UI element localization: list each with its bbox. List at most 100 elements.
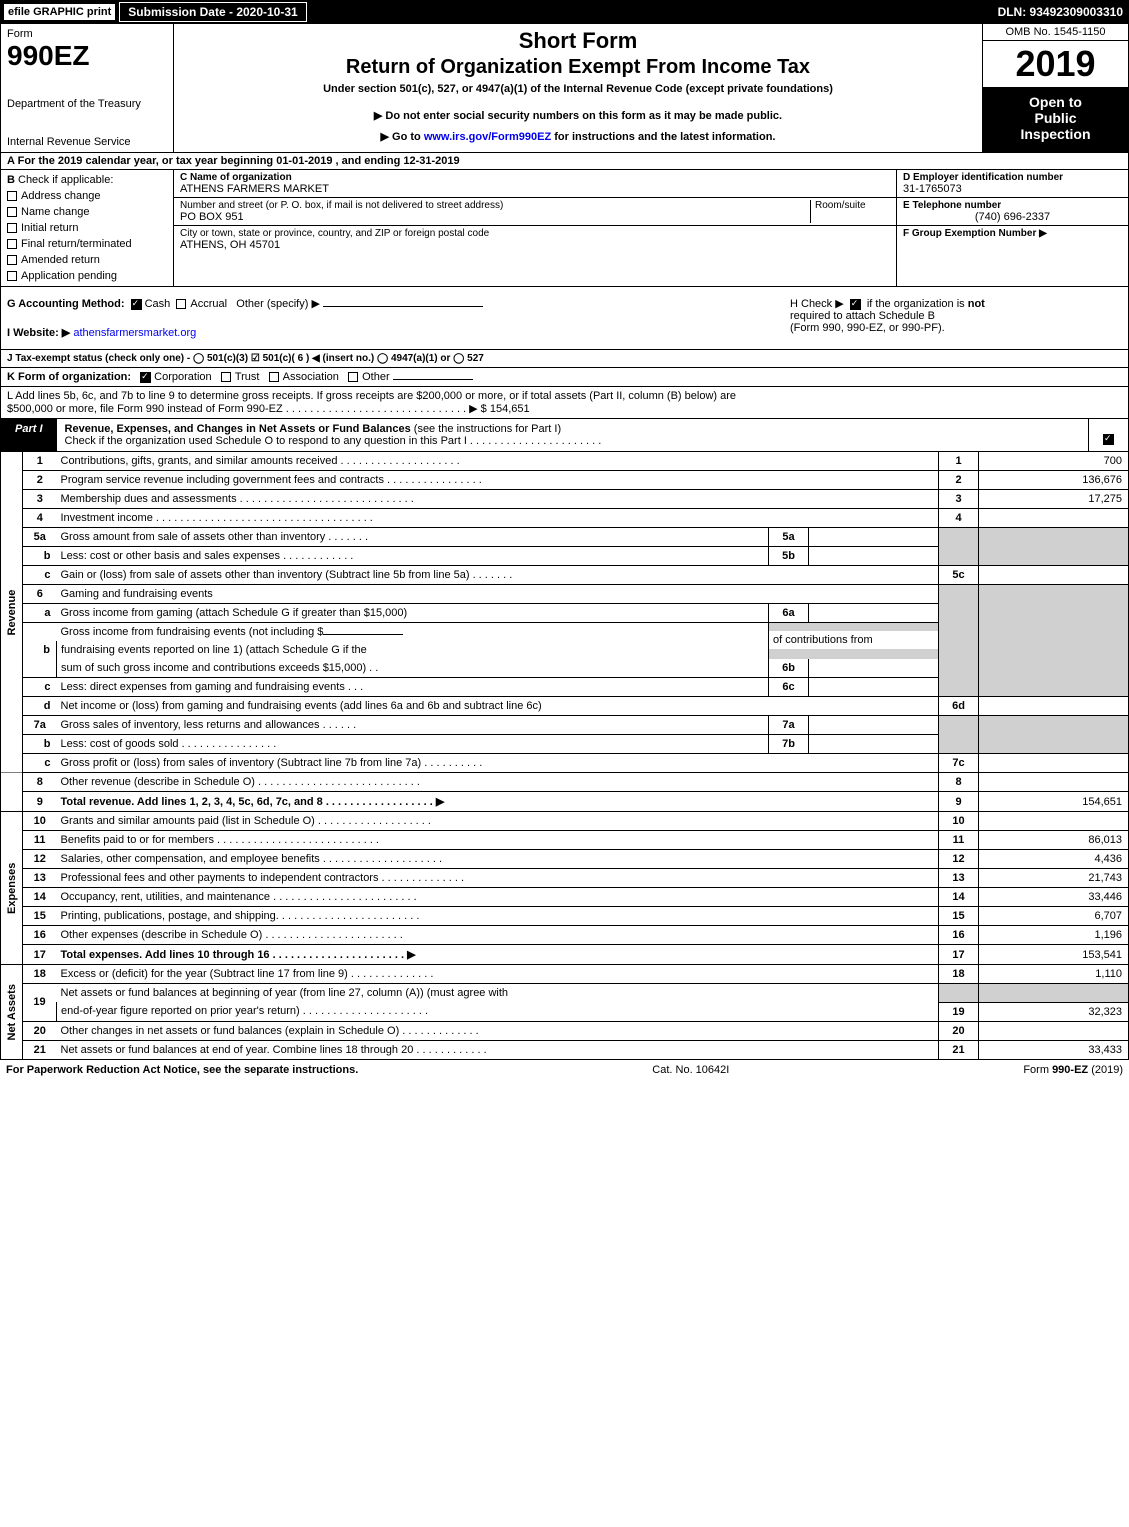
H-pre: H Check ▶	[790, 298, 844, 310]
ln-19-n: 19	[23, 984, 57, 1022]
side-revenue: Revenue	[1, 452, 23, 773]
chk-final-return[interactable]	[7, 239, 17, 249]
ln-8-t: Other revenue (describe in Schedule O) .…	[57, 773, 939, 792]
chk-application-pending[interactable]	[7, 271, 17, 281]
ln-6b-t3: sum of such gross income and contributio…	[57, 659, 769, 678]
header-center: Short Form Return of Organization Exempt…	[174, 24, 982, 152]
ln-7c-t: Gross profit or (loss) from sales of inv…	[57, 754, 939, 773]
ln-15-rn: 15	[939, 907, 979, 926]
goto-post: for instructions and the latest informat…	[551, 131, 775, 143]
ln-9-rv: 154,651	[979, 792, 1129, 812]
K-corp: Corporation	[154, 371, 211, 383]
goto-line: ▶ Go to www.irs.gov/Form990EZ for instru…	[182, 130, 974, 143]
chk-cash[interactable]	[131, 299, 142, 310]
chk-trust[interactable]	[221, 372, 231, 382]
ln-21-n: 21	[23, 1040, 57, 1059]
row-G: G Accounting Method: Cash Accrual Other …	[7, 297, 782, 339]
ln-11-rn: 11	[939, 831, 979, 850]
ein-value: 31-1765073	[903, 183, 1122, 195]
ln-20-n: 20	[23, 1021, 57, 1040]
shade-6	[939, 585, 979, 697]
ln-14-n: 14	[23, 888, 57, 907]
ln-6b-blank[interactable]	[323, 634, 403, 635]
ln-11-n: 11	[23, 831, 57, 850]
ln-9-rn: 9	[939, 792, 979, 812]
G-other-blank[interactable]	[323, 306, 483, 307]
ln-6b-mv	[809, 659, 939, 678]
ln-21-t: Net assets or fund balances at end of ye…	[57, 1040, 939, 1059]
ln-3-rn: 3	[939, 490, 979, 509]
footer-right-b: 990-EZ	[1052, 1064, 1088, 1076]
ln-10-t: Grants and similar amounts paid (list in…	[57, 812, 939, 831]
G-other: Other (specify) ▶	[236, 298, 320, 310]
chk-name-change[interactable]	[7, 207, 17, 217]
ln-15-rv: 6,707	[979, 907, 1129, 926]
ln-15-n: 15	[23, 907, 57, 926]
chk-H[interactable]	[850, 299, 861, 310]
part1-table: Revenue 1 Contributions, gifts, grants, …	[0, 452, 1129, 1060]
website-link[interactable]: athensfarmersmarket.org	[73, 327, 196, 339]
chk-corp[interactable]	[140, 372, 151, 383]
ln-5c-n: c	[23, 566, 57, 585]
ln-5a-n: 5a	[23, 528, 57, 547]
ln-14-rv: 33,446	[979, 888, 1129, 907]
taxyear-text: For the 2019 calendar year, or tax year …	[18, 155, 460, 167]
J-text: J Tax-exempt status (check only one) - ◯…	[7, 353, 484, 364]
K-trust: Trust	[235, 371, 260, 383]
ln-11-rv: 86,013	[979, 831, 1129, 850]
ln-5a-mn: 5a	[769, 528, 809, 547]
shade-6-v	[979, 585, 1129, 697]
shade-6b: of contributions from	[769, 623, 939, 660]
chk-address-change[interactable]	[7, 191, 17, 201]
col-C: C Name of organization ATHENS FARMERS MA…	[174, 170, 896, 286]
ln-20-rv	[979, 1021, 1129, 1040]
ln-6a-mv	[809, 604, 939, 623]
ln-6d-rn: 6d	[939, 697, 979, 716]
form-number: 990EZ	[7, 40, 167, 72]
ln-18-t: Excess or (deficit) for the year (Subtra…	[57, 965, 939, 984]
ln-6b-t1: Gross income from fundraising events (no…	[57, 623, 769, 642]
optB-3: Final return/terminated	[21, 238, 132, 250]
K-other-blank[interactable]	[393, 379, 473, 380]
shade-5ab	[939, 528, 979, 566]
footer-center: Cat. No. 10642I	[358, 1064, 1023, 1076]
ln-6c-n: c	[23, 678, 57, 697]
H-l2: required to attach Schedule B	[790, 310, 935, 322]
footer-right: Form 990-EZ (2019)	[1023, 1064, 1123, 1076]
row-K: K Form of organization: Corporation Trus…	[0, 368, 1129, 387]
ln-19-rv: 32,323	[979, 1002, 1129, 1021]
ln-6b-t1b: of contributions from	[769, 631, 938, 649]
optB-2: Initial return	[21, 222, 78, 234]
chk-other[interactable]	[348, 372, 358, 382]
ln-11-t: Benefits paid to or for members . . . . …	[57, 831, 939, 850]
part1-chk[interactable]	[1103, 434, 1114, 445]
ln-16-rn: 16	[939, 926, 979, 945]
ln-9-n: 9	[23, 792, 57, 812]
page-footer: For Paperwork Reduction Act Notice, see …	[0, 1060, 1129, 1080]
G-lbl: G Accounting Method:	[7, 298, 125, 310]
ln-8-n: 8	[23, 773, 57, 792]
chk-assoc[interactable]	[269, 372, 279, 382]
goto-link[interactable]: www.irs.gov/Form990EZ	[424, 131, 551, 143]
ln-6d-rv	[979, 697, 1129, 716]
ln-6c-mn: 6c	[769, 678, 809, 697]
form-header: Form 990EZ Department of the Treasury In…	[0, 24, 1129, 153]
chk-amended-return[interactable]	[7, 255, 17, 265]
ln-6b-mn: 6b	[769, 659, 809, 678]
H-post: if the organization is	[867, 298, 965, 310]
ln-7a-t: Gross sales of inventory, less returns a…	[57, 716, 769, 735]
ln-7b-mn: 7b	[769, 735, 809, 754]
efile-print-label[interactable]: efile GRAPHIC print	[4, 4, 115, 20]
G-accrual: Accrual	[190, 298, 227, 310]
short-form-title: Short Form	[182, 28, 974, 54]
tax-year: 2019	[983, 41, 1128, 88]
return-title: Return of Organization Exempt From Incom…	[182, 56, 974, 79]
chk-initial-return[interactable]	[7, 223, 17, 233]
ln-13-n: 13	[23, 869, 57, 888]
G-cash: Cash	[145, 298, 171, 310]
ln-14-t: Occupancy, rent, utilities, and maintena…	[57, 888, 939, 907]
ln-5b-mn: 5b	[769, 547, 809, 566]
ln-9-tb: Total revenue. Add lines 1, 2, 3, 4, 5c,…	[61, 796, 445, 808]
ln-5c-t: Gain or (loss) from sale of assets other…	[57, 566, 939, 585]
chk-accrual[interactable]	[176, 299, 186, 309]
